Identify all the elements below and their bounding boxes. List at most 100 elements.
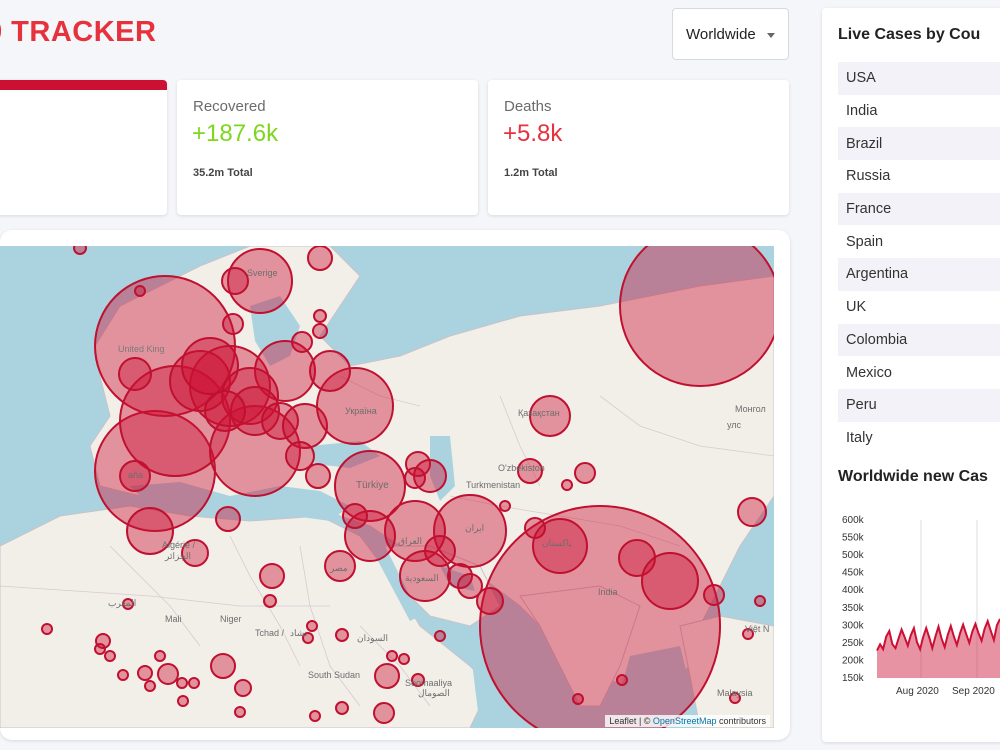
y-tick-label: 500k xyxy=(842,550,865,561)
circle-lebanon[interactable] xyxy=(342,503,368,529)
circle-netherlands[interactable] xyxy=(181,337,239,395)
circle-czech[interactable] xyxy=(221,367,279,425)
circle-mali[interactable] xyxy=(154,650,166,662)
circle-burkina[interactable] xyxy=(176,677,188,689)
circle-south-sudan[interactable] xyxy=(335,701,349,715)
circle-liberia[interactable] xyxy=(144,680,156,692)
circle-algeria[interactable] xyxy=(181,539,209,567)
circle-somalia[interactable] xyxy=(411,673,425,687)
circle-russia[interactable] xyxy=(619,246,774,387)
circle-egypt[interactable] xyxy=(324,550,356,582)
map-label-egypt: مصر xyxy=(329,563,348,574)
circle-afghanistan[interactable] xyxy=(524,517,546,539)
circle-bangladesh[interactable] xyxy=(641,552,699,610)
circle-slovenia[interactable] xyxy=(309,710,321,722)
circle-ukraine[interactable] xyxy=(316,367,394,445)
app-title: 9 TRACKER xyxy=(0,16,157,48)
circle-cameroon[interactable] xyxy=(234,679,252,697)
circle-kenya[interactable] xyxy=(374,663,400,689)
circle-qatar[interactable] xyxy=(447,563,473,589)
circle-tunisia[interactable] xyxy=(215,506,241,532)
circle-myanmar[interactable] xyxy=(703,584,725,606)
circle-nigeria[interactable] xyxy=(210,653,236,679)
circle-greece[interactable] xyxy=(305,463,331,489)
circle-eritrea[interactable] xyxy=(386,650,398,662)
circle-ireland[interactable] xyxy=(118,357,152,391)
circle-tajikistan[interactable] xyxy=(499,500,511,512)
circle-yemen[interactable] xyxy=(434,630,446,642)
circle-mauritania[interactable] xyxy=(122,598,134,610)
circle-sudan[interactable] xyxy=(335,628,349,642)
cases-card[interactable]: es xyxy=(0,80,167,215)
country-select[interactable]: Worldwide xyxy=(672,8,789,60)
circle-cyprus[interactable] xyxy=(561,479,573,491)
circle-sierra[interactable] xyxy=(117,669,129,681)
circle-iran[interactable] xyxy=(433,494,507,568)
circle-belarus[interactable] xyxy=(309,350,351,392)
circle-ethiopia[interactable] xyxy=(373,702,395,724)
circle-luxembourg[interactable] xyxy=(306,620,318,632)
circle-serbia[interactable] xyxy=(285,441,315,471)
circle-gambia[interactable] xyxy=(94,643,106,655)
circle-kuwait[interactable] xyxy=(424,535,456,567)
circle-djibouti[interactable] xyxy=(398,653,410,665)
circle-georgia[interactable] xyxy=(404,467,426,489)
circle-iceland[interactable] xyxy=(73,246,87,255)
circle-ghana[interactable] xyxy=(157,663,179,685)
attribution-sep: | © xyxy=(636,716,653,726)
y-tick-label: 550k xyxy=(842,533,865,544)
circle-ivory-coast[interactable] xyxy=(137,665,153,681)
circle-denmark[interactable] xyxy=(222,313,244,335)
circle-cabo-verde[interactable] xyxy=(41,623,53,635)
circle-morocco[interactable] xyxy=(126,507,174,555)
circle-belgium[interactable] xyxy=(169,350,231,412)
circle-guinea[interactable] xyxy=(104,650,116,662)
circle-malta[interactable] xyxy=(263,594,277,608)
circle-sri-lanka[interactable] xyxy=(616,674,628,686)
circle-lithuania[interactable] xyxy=(291,331,313,353)
circle-vietnam[interactable] xyxy=(742,628,754,640)
world-map[interactable]: Sverige United King Україна Қазақстан Мо… xyxy=(0,246,774,728)
circle-finland[interactable] xyxy=(307,246,333,271)
circle-thailand[interactable] xyxy=(729,692,741,704)
circle-latvia[interactable] xyxy=(313,309,327,323)
map-svg[interactable]: Sverige United King Україна Қазақстан Мо… xyxy=(0,246,774,728)
circle-pakistan[interactable] xyxy=(532,518,588,574)
circle-malaysia[interactable] xyxy=(572,693,584,705)
circle-togo[interactable] xyxy=(177,695,189,707)
circle-poland[interactable] xyxy=(254,340,316,402)
circle-iraq[interactable] xyxy=(384,500,446,562)
circle-switzerland[interactable] xyxy=(204,390,246,432)
circle-niger[interactable] xyxy=(234,706,246,718)
circle-norway[interactable] xyxy=(221,267,249,295)
circle-uzbekistan[interactable] xyxy=(517,458,543,484)
circle-moldova[interactable] xyxy=(134,285,146,297)
circle-uae[interactable] xyxy=(457,573,483,599)
new-cases-chart[interactable]: 150k 200k 250k 300k 350k 400k 450k 500k 550k 600k… xyxy=(822,498,1000,698)
circle-libya[interactable] xyxy=(259,563,285,589)
series-line xyxy=(876,618,1000,653)
circle-benin[interactable] xyxy=(188,677,200,689)
circle-oman[interactable] xyxy=(476,587,504,615)
circle-italy[interactable] xyxy=(209,405,301,497)
circle-estonia[interactable] xyxy=(312,323,328,339)
circle-austria[interactable] xyxy=(230,386,280,436)
country-name: Brazil xyxy=(846,135,883,152)
circle-india[interactable] xyxy=(479,505,721,728)
circle-sweden[interactable] xyxy=(227,248,293,314)
country-table: USA India Brazil Russia France Spain Argentina… xyxy=(838,62,1000,454)
circle-kazakhstan[interactable] xyxy=(529,395,571,437)
deaths-card[interactable]: Deaths +5.8k 1.2m Total xyxy=(488,80,789,215)
circle-china[interactable] xyxy=(737,497,767,527)
recovered-card[interactable]: Recovered +187.6k 35.2m Total xyxy=(177,80,478,215)
country-name: USA xyxy=(846,70,876,87)
circle-portugal[interactable] xyxy=(119,460,151,492)
osm-link[interactable]: OpenStreetMap xyxy=(652,716,717,726)
circle-laos[interactable] xyxy=(754,595,766,607)
circle-kyrgyzstan[interactable] xyxy=(574,462,596,484)
circle-chad[interactable] xyxy=(302,632,314,644)
circle-israel[interactable] xyxy=(344,510,396,562)
leaflet-link[interactable]: Leaflet xyxy=(609,716,637,726)
circle-romania[interactable] xyxy=(282,403,328,449)
table-row: Brazil xyxy=(838,127,1000,161)
